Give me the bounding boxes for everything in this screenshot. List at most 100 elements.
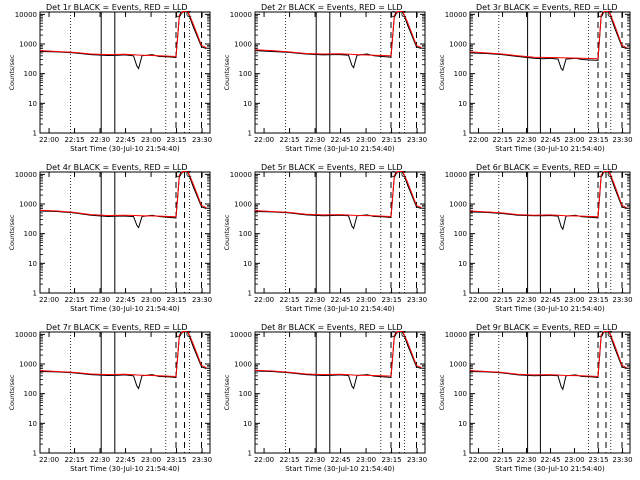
x-tick-label: 23:00 — [356, 136, 376, 144]
y-axis-label: Counts/sec — [8, 374, 16, 410]
x-tick-label: 22:15 — [279, 296, 299, 304]
y-tick-label: 100 — [239, 70, 252, 78]
x-axis-label: Start Time (30-Jul-10 21:54:40) — [70, 305, 180, 313]
y-tick-label: 10000 — [230, 331, 252, 339]
saa-marker-c: C — [607, 330, 613, 339]
x-tick-label: 22:30 — [305, 296, 325, 304]
plot-frame — [39, 171, 211, 294]
x-tick-label: 22:30 — [305, 456, 325, 464]
x-tick-label: 22:45 — [540, 456, 560, 464]
series-line-events — [254, 171, 422, 230]
x-tick-label: 23:30 — [192, 296, 212, 304]
y-tick-label: 10000 — [230, 171, 252, 179]
x-tick-label: 22:15 — [492, 296, 512, 304]
x-tick-label: 23:30 — [612, 456, 632, 464]
y-tick-label: 10 — [28, 260, 37, 268]
series-line-lld — [469, 171, 628, 218]
series-line-events — [469, 11, 627, 72]
x-tick-label: 22:45 — [330, 296, 350, 304]
panel-4: Det 4r BLACK = Events, RED = LLD Counts/s… — [8, 163, 212, 313]
y-tick-label: 10 — [458, 260, 467, 268]
y-tick-label: 100 — [454, 230, 467, 238]
panel-title: Det 4r BLACK = Events, RED = LLD — [46, 163, 188, 172]
x-tick-label: 22:30 — [90, 136, 110, 144]
x-tick-label: 22:45 — [115, 136, 135, 144]
x-tick-label: 22:45 — [330, 136, 350, 144]
y-tick-label: 1 — [463, 450, 467, 458]
y-tick-label: 1000 — [234, 201, 252, 209]
x-tick-label: 22:45 — [330, 456, 350, 464]
x-tick-label: 22:15 — [279, 456, 299, 464]
x-axis-label: Start Time (30-Jul-10 21:54:40) — [285, 305, 395, 313]
saa-marker-o: O — [390, 330, 396, 339]
y-tick-label: 1000 — [19, 361, 37, 369]
saa-marker-o: O — [175, 330, 181, 339]
series-line-lld — [39, 11, 207, 58]
panel-title: Det 2r BLACK = Events, RED = LLD — [261, 3, 403, 12]
y-tick-label: 1000 — [449, 361, 467, 369]
y-tick-label: 1000 — [234, 361, 252, 369]
y-tick-label: 10 — [458, 100, 467, 108]
saa-marker-o: O — [597, 170, 603, 179]
x-tick-label: 22:00 — [39, 456, 59, 464]
panel-title: Det 3r BLACK = Events, RED = LLD — [476, 3, 618, 12]
x-tick-label: 22:30 — [516, 456, 536, 464]
x-tick-label: 23:00 — [141, 456, 161, 464]
y-axis-label: Counts/sec — [438, 54, 446, 90]
panel-6: Det 6r BLACK = Events, RED = LLD Counts/s… — [438, 163, 633, 313]
series-line-lld — [39, 331, 207, 378]
series-line-lld — [254, 331, 422, 377]
y-tick-label: 10000 — [445, 171, 467, 179]
x-tick-label: 23:15 — [166, 456, 186, 464]
saa-marker-c: C — [401, 170, 407, 179]
y-tick-label: 1 — [463, 130, 467, 138]
saa-marker-c: C — [401, 330, 407, 339]
y-tick-label: 1 — [33, 450, 37, 458]
x-tick-label: 23:15 — [166, 136, 186, 144]
saa-marker-o: O — [597, 10, 603, 19]
panel-title: Det 6r BLACK = Events, RED = LLD — [476, 163, 618, 172]
saa-marker-o: O — [390, 10, 396, 19]
y-tick-label: 100 — [239, 230, 252, 238]
y-tick-label: 10 — [458, 420, 467, 428]
x-tick-label: 22:00 — [39, 296, 59, 304]
x-tick-label: 23:30 — [192, 456, 212, 464]
x-tick-label: 23:00 — [356, 296, 376, 304]
y-tick-label: 1 — [248, 450, 252, 458]
series-line-lld — [254, 11, 422, 57]
y-axis-label: Counts/sec — [8, 214, 16, 250]
saa-marker-o: O — [175, 170, 181, 179]
y-tick-label: 100 — [24, 70, 37, 78]
x-tick-label: 22:15 — [64, 456, 84, 464]
y-tick-label: 10 — [28, 100, 37, 108]
x-tick-label: 23:00 — [356, 456, 376, 464]
saa-marker-c: C — [401, 10, 407, 19]
y-tick-label: 100 — [454, 70, 467, 78]
x-tick-label: 22:45 — [540, 136, 560, 144]
panel-title: Det 8r BLACK = Events, RED = LLD — [261, 323, 403, 332]
x-tick-label: 23:15 — [588, 136, 608, 144]
x-tick-label: 22:00 — [254, 136, 274, 144]
panel-5: Det 5r BLACK = Events, RED = LLD Counts/s… — [223, 163, 427, 313]
x-axis-label: Start Time (30-Jul-10 21:54:40) — [70, 465, 180, 473]
y-axis-label: Counts/sec — [223, 54, 231, 90]
saa-marker-c: C — [607, 10, 613, 19]
plot-frame — [469, 11, 631, 134]
series-line-lld — [39, 171, 207, 218]
y-tick-label: 1 — [463, 290, 467, 298]
x-tick-label: 23:00 — [141, 136, 161, 144]
y-tick-label: 10 — [243, 100, 252, 108]
x-tick-label: 22:30 — [90, 296, 110, 304]
y-tick-label: 1 — [33, 130, 37, 138]
y-tick-label: 1 — [33, 290, 37, 298]
x-tick-label: 23:30 — [407, 136, 427, 144]
y-tick-label: 10 — [243, 260, 252, 268]
y-tick-label: 100 — [24, 390, 37, 398]
plot-frame — [254, 331, 426, 454]
x-tick-label: 23:15 — [588, 456, 608, 464]
x-tick-label: 23:00 — [564, 296, 584, 304]
panel-title: Det 9r BLACK = Events, RED = LLD — [476, 323, 618, 332]
plot-frame — [469, 331, 631, 454]
x-tick-label: 22:15 — [492, 456, 512, 464]
panel-2: Det 2r BLACK = Events, RED = LLD Counts/s… — [223, 3, 427, 153]
